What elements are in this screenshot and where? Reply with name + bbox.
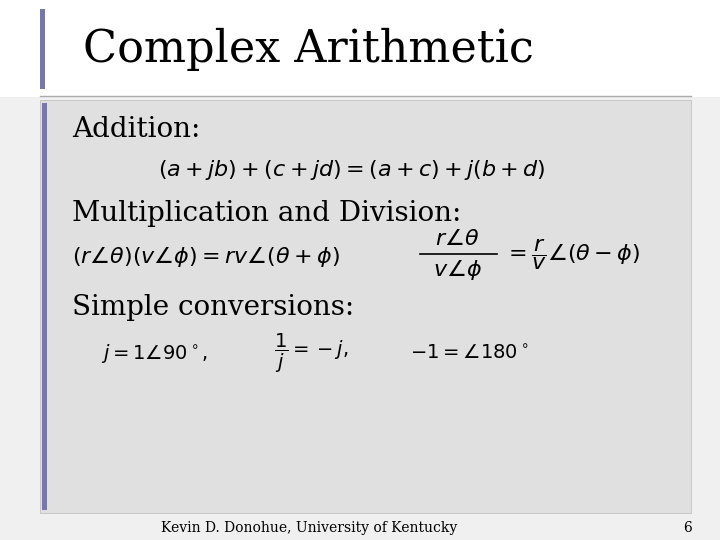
FancyBboxPatch shape bbox=[0, 0, 720, 97]
Text: $(r\angle\theta)(v\angle\phi) = rv\angle(\theta + \phi)$: $(r\angle\theta)(v\angle\phi) = rv\angle… bbox=[72, 244, 340, 269]
Text: $v\angle\phi$: $v\angle\phi$ bbox=[433, 258, 482, 282]
Text: $(a + jb) + (c + jd) = (a + c) + j(b + d)$: $(a + jb) + (c + jd) = (a + c) + j(b + d… bbox=[158, 158, 546, 182]
Bar bbox=[40, 9, 45, 89]
Text: $= \dfrac{r}{v}\angle(\theta - \phi)$: $= \dfrac{r}{v}\angle(\theta - \phi)$ bbox=[504, 238, 640, 272]
Text: Multiplication and Division:: Multiplication and Division: bbox=[72, 200, 462, 227]
FancyBboxPatch shape bbox=[40, 100, 691, 513]
Text: Addition:: Addition: bbox=[72, 116, 200, 143]
Bar bbox=[42, 103, 47, 510]
Text: Complex Arithmetic: Complex Arithmetic bbox=[83, 28, 534, 71]
Text: 6: 6 bbox=[683, 521, 692, 535]
Text: $j = 1\angle 90^\circ,$: $j = 1\angle 90^\circ,$ bbox=[101, 342, 208, 365]
Text: Simple conversions:: Simple conversions: bbox=[72, 294, 354, 321]
Text: $r\angle\theta$: $r\angle\theta$ bbox=[435, 228, 480, 249]
Text: Kevin D. Donohue, University of Kentucky: Kevin D. Donohue, University of Kentucky bbox=[161, 521, 458, 535]
Text: $-1 = \angle 180^\circ$: $-1 = \angle 180^\circ$ bbox=[410, 344, 529, 363]
Text: $\dfrac{1}{j} = -j,$: $\dfrac{1}{j} = -j,$ bbox=[274, 332, 348, 375]
